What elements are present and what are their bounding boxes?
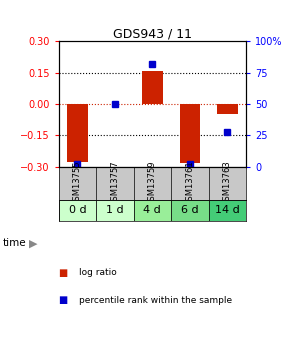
Bar [59,200,96,221]
Bar [209,200,246,221]
Bar [96,200,134,221]
Text: 14 d: 14 d [215,205,240,215]
Text: GSM13757: GSM13757 [110,160,119,206]
Text: 4 d: 4 d [144,205,161,215]
Text: ■: ■ [59,268,68,277]
Text: GSM13763: GSM13763 [223,160,232,206]
Bar [67,104,88,162]
Text: ▶: ▶ [29,238,38,248]
Bar [171,200,209,221]
Text: GSM13759: GSM13759 [148,160,157,206]
Text: time: time [3,238,27,248]
Text: 0 d: 0 d [69,205,86,215]
Text: percentile rank within the sample: percentile rank within the sample [79,296,232,305]
Bar [134,200,171,221]
Bar [180,104,200,164]
Bar [142,71,163,104]
Text: log ratio: log ratio [79,268,117,277]
Bar [217,104,238,115]
Text: ■: ■ [59,295,68,305]
Text: 1 d: 1 d [106,205,124,215]
Text: GSM13755: GSM13755 [73,160,82,206]
Text: 6 d: 6 d [181,205,199,215]
Title: GDS943 / 11: GDS943 / 11 [113,27,192,40]
Text: GSM13761: GSM13761 [185,160,194,206]
